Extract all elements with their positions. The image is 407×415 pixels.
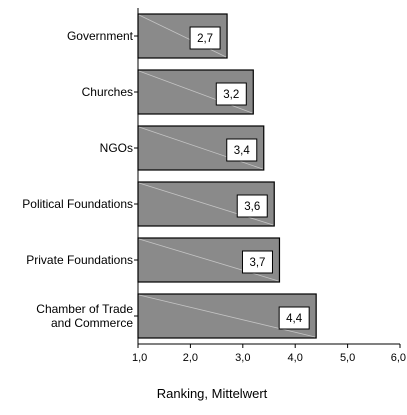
category-label: Political Foundations: [22, 197, 133, 211]
category-label: NGOs: [100, 141, 133, 155]
x-tick-label: 6,0: [391, 352, 406, 364]
value-label: 4,4: [286, 313, 303, 325]
value-label: 3,4: [234, 145, 251, 157]
category-label: Private Foundations: [26, 253, 133, 267]
x-tick-label: 2,0: [183, 352, 198, 364]
value-label-box: [226, 138, 258, 162]
x-axis-label: Ranking, Mittelwert: [157, 386, 268, 401]
value-label-box: [241, 250, 273, 274]
x-tick-label: 5,0: [340, 352, 355, 364]
bar-highlight-line: [138, 70, 253, 114]
axes-group: [134, 8, 401, 348]
value-label: 3,2: [223, 89, 239, 101]
category-label: Chamber of Trade and Commerce: [36, 302, 133, 330]
category-label: Government: [67, 29, 134, 43]
x-tick-label: 4,0: [288, 352, 303, 364]
bars-group: 2,7 3,2 3,4 3,6 3,7 4,4: [137, 13, 317, 339]
value-label-box: [278, 306, 310, 330]
category-label: Churches: [82, 85, 133, 99]
category-labels: Government Churches NGOs Political Foundati…: [22, 29, 133, 330]
bar-highlight-line: [138, 238, 279, 282]
x-tick-label: 1,0: [132, 352, 147, 364]
value-label-box: [189, 26, 221, 50]
x-tick-label: 3,0: [235, 352, 250, 364]
value-label-box: [236, 194, 268, 218]
value-label: 3,6: [244, 201, 260, 213]
value-label: 2,7: [197, 33, 213, 45]
bar-highlight-line: [138, 14, 227, 58]
x-tick-labels: 1,0 2,0 3,0 4,0 5,0 6,0: [132, 352, 406, 364]
bar-highlight-line: [138, 126, 263, 170]
bar-highlight-line: [138, 294, 316, 338]
value-label: 3,7: [249, 257, 265, 269]
value-label-box: [215, 82, 247, 106]
bar-highlight-line: [138, 182, 274, 226]
